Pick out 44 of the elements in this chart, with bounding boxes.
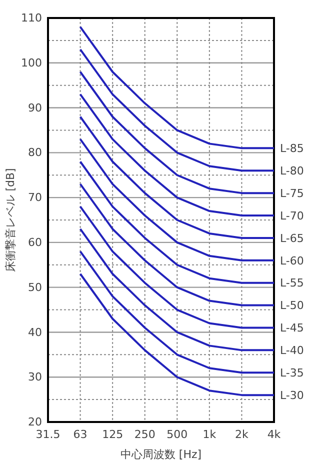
series-label: L-35 xyxy=(280,366,304,380)
line-series xyxy=(79,250,275,374)
series-label: L-60 xyxy=(280,254,304,268)
series-label: L-80 xyxy=(280,164,304,178)
line-series xyxy=(79,48,275,172)
y-tick-label: 30 xyxy=(28,370,42,384)
series-label: L-50 xyxy=(280,299,304,312)
y-tick-label: 70 xyxy=(28,191,42,204)
line-series xyxy=(79,138,275,262)
series-label: L-70 xyxy=(280,209,304,222)
y-tick-label: 90 xyxy=(28,101,42,114)
y-tick-label: 110 xyxy=(21,12,42,25)
line-series xyxy=(79,26,275,150)
line-series xyxy=(79,160,275,284)
series-label: L-75 xyxy=(280,186,304,200)
line-series xyxy=(79,93,275,217)
x-tick-label: 4k xyxy=(267,428,282,441)
series-label: L-30 xyxy=(280,388,304,402)
y-tick-label: 50 xyxy=(28,280,42,294)
series-label: L-45 xyxy=(280,322,304,335)
x-tick-label: 125 xyxy=(102,428,124,441)
line-series xyxy=(79,272,275,396)
x-tick-label: 31.5 xyxy=(36,428,60,441)
y-tick-label: 100 xyxy=(21,56,42,70)
y-tick-label: 60 xyxy=(28,236,42,249)
line-series xyxy=(79,70,275,194)
line-series xyxy=(79,228,275,352)
x-tick-label: 1k xyxy=(202,428,217,441)
line-series xyxy=(79,116,275,239)
y-tick-label: 40 xyxy=(28,326,42,339)
series-label: L-55 xyxy=(280,276,304,290)
series-label: L-85 xyxy=(280,142,304,156)
x-tick-label: 500 xyxy=(166,428,188,441)
x-tick-label: 250 xyxy=(134,428,156,441)
x-axis-title: 中心周波数 [Hz] xyxy=(120,448,202,461)
x-tick-label: 2k xyxy=(235,428,250,441)
y-tick-label: 20 xyxy=(28,416,42,429)
series-label: L-40 xyxy=(280,344,304,358)
series-label: L-65 xyxy=(280,232,304,245)
x-tick-label: 63 xyxy=(73,428,88,441)
line-series xyxy=(79,183,275,306)
y-tick-label: 80 xyxy=(28,146,42,160)
y-axis-title: 床衝撃音レベル [dB] xyxy=(4,168,17,272)
line-series xyxy=(79,206,275,329)
